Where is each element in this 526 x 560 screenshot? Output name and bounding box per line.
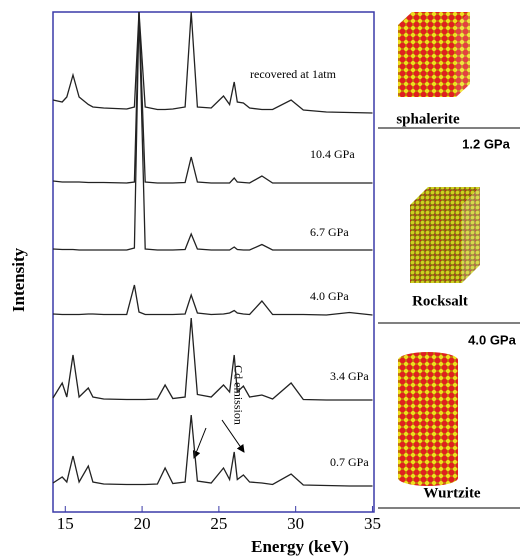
structure-label: 4.0 GPa bbox=[468, 332, 516, 347]
x-tick-label: 35 bbox=[364, 514, 381, 533]
spectrum bbox=[52, 11, 373, 114]
spectrum bbox=[52, 284, 373, 316]
x-axis-label: Energy (keV) bbox=[251, 537, 349, 556]
series-label: 4.0 GPa bbox=[310, 289, 349, 303]
x-tick-label: 15 bbox=[57, 514, 74, 533]
structure-label: Wurtzite bbox=[423, 485, 481, 501]
structure-label: 1.2 GPa bbox=[462, 136, 510, 151]
x-tick-label: 20 bbox=[134, 514, 151, 533]
spectrum bbox=[52, 11, 373, 251]
structure-panel bbox=[378, 12, 520, 509]
series-label: recovered at 1atm bbox=[250, 67, 337, 81]
spectrum bbox=[52, 414, 373, 487]
series-label: 6.7 GPa bbox=[310, 225, 349, 239]
plot-frame bbox=[52, 11, 375, 513]
annotation: Cd emission bbox=[231, 365, 245, 425]
spectrum bbox=[52, 11, 373, 184]
series-label: 0.7 GPa bbox=[330, 455, 369, 469]
spectrum bbox=[52, 317, 373, 401]
annotation-arrow bbox=[192, 427, 207, 459]
y-axis-label: Intensity bbox=[9, 247, 28, 312]
structure-label: Rocksalt bbox=[412, 293, 468, 309]
series-label: 10.4 GPa bbox=[310, 147, 355, 161]
x-tick-label: 25 bbox=[210, 514, 227, 533]
structure-label: sphalerite bbox=[396, 111, 460, 127]
x-tick-label: 30 bbox=[287, 514, 304, 533]
annotation-arrow bbox=[221, 419, 245, 453]
series-label: 3.4 GPa bbox=[330, 369, 369, 383]
